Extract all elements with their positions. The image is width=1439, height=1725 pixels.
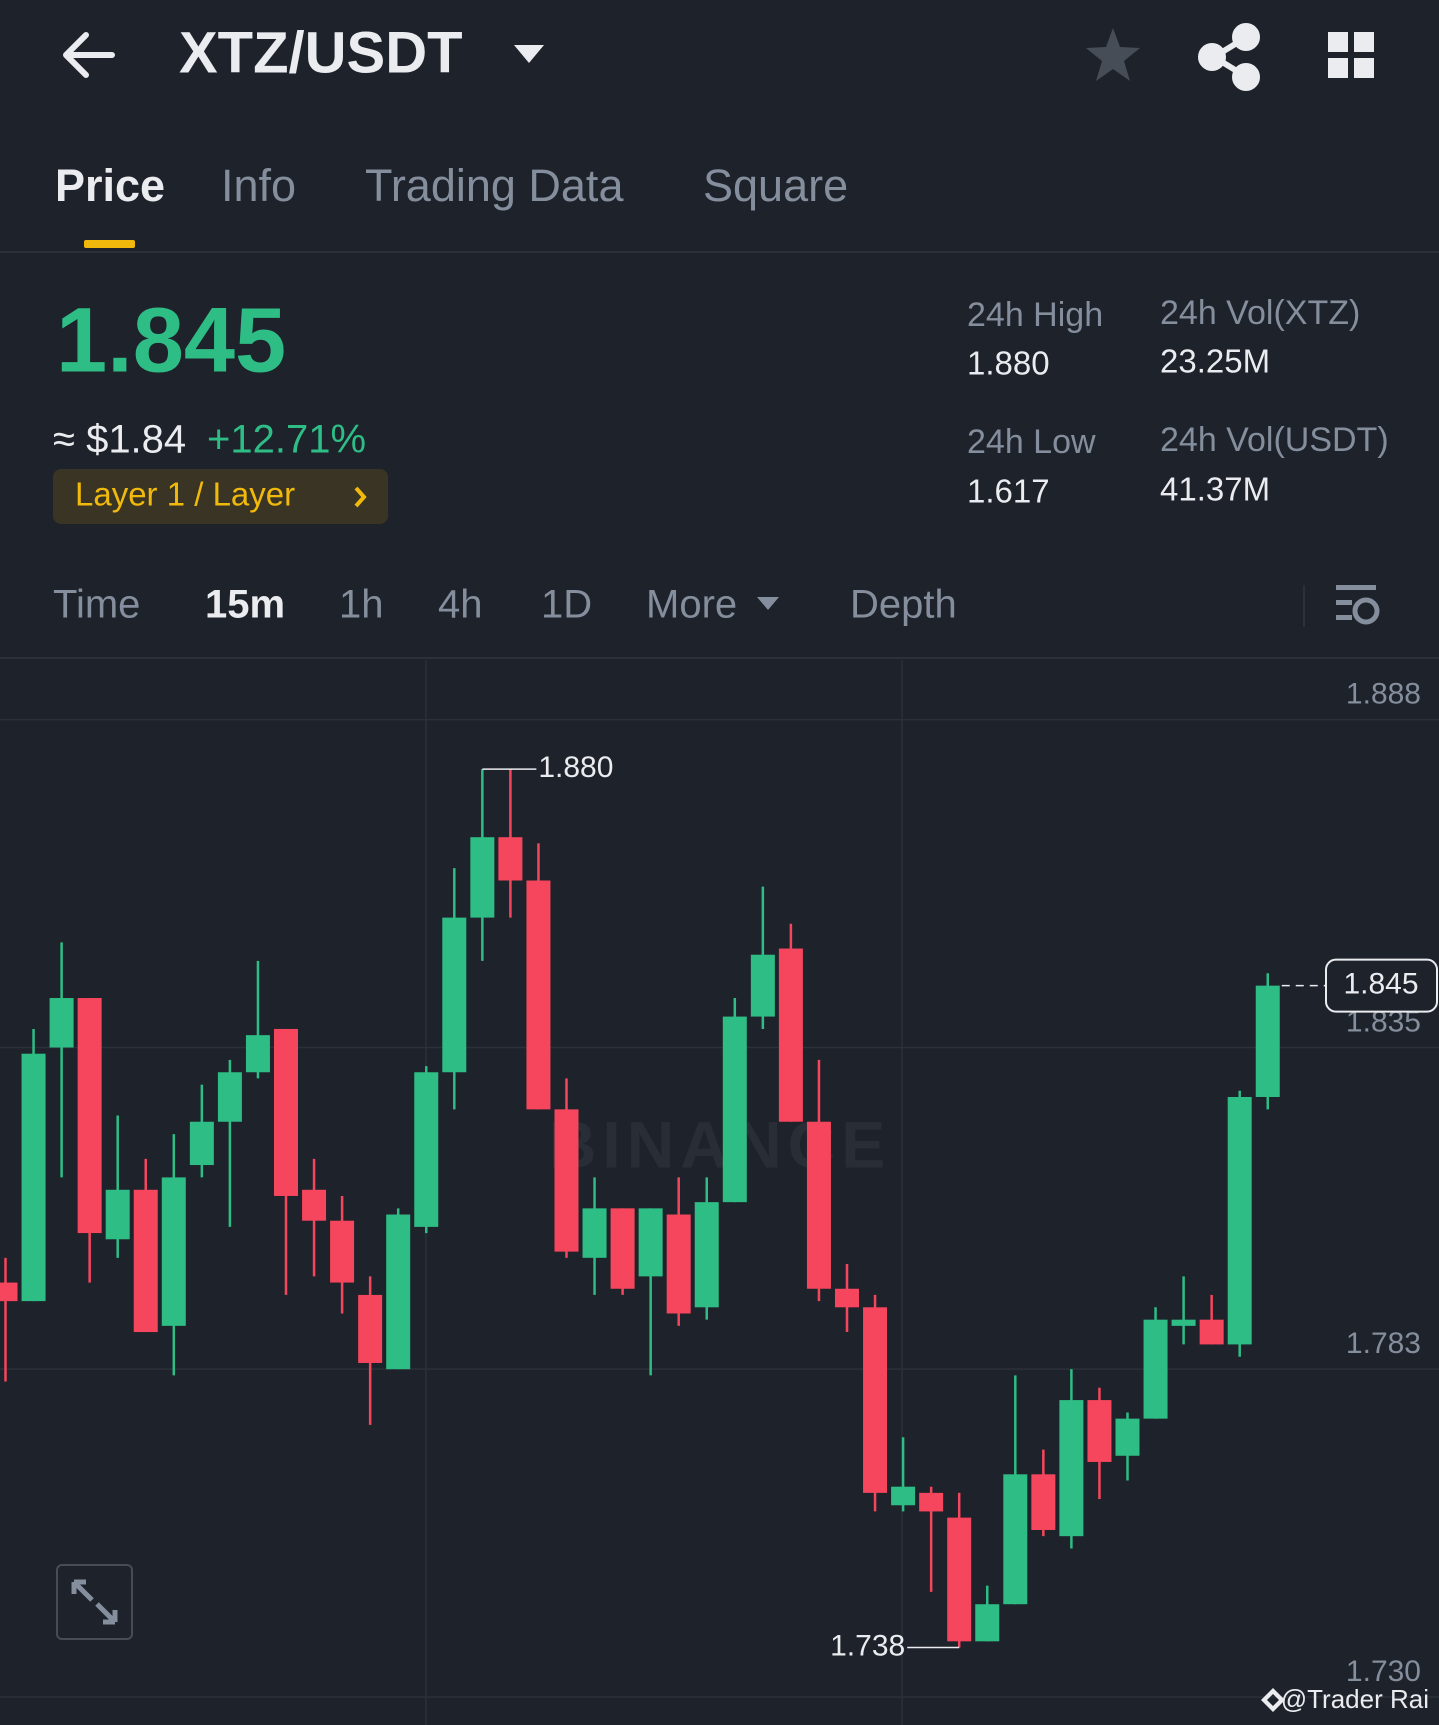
usd-price: ≈ $1.84 bbox=[53, 418, 186, 462]
candle-body bbox=[77, 998, 102, 1234]
candle-body bbox=[526, 880, 551, 1110]
candle-body bbox=[1171, 1319, 1196, 1326]
candle-body bbox=[1199, 1319, 1224, 1345]
grid-menu-icon[interactable] bbox=[1328, 32, 1374, 78]
y-tick-label: 1.730 bbox=[1346, 1655, 1421, 1688]
candle-body bbox=[1143, 1319, 1168, 1419]
candle-body bbox=[835, 1288, 859, 1308]
candlestick-chart: BINANCE 1.8881.8351.7831.7301.8801.7381.… bbox=[0, 660, 1439, 1725]
stat-value: 1.617 bbox=[967, 473, 1050, 510]
pair-title[interactable]: XTZ/USDT bbox=[179, 20, 463, 85]
max-marker-label: 1.880 bbox=[538, 751, 613, 784]
candle-body bbox=[778, 948, 803, 1122]
y-tick-label: 1.783 bbox=[1346, 1327, 1421, 1360]
last-price-label: 1.845 bbox=[1343, 968, 1418, 1001]
tag-label[interactable]: Layer 1 / Layer bbox=[75, 476, 295, 513]
stat-value: 1.880 bbox=[967, 345, 1050, 382]
divider bbox=[0, 251, 1439, 253]
interval[interactable]: 1h bbox=[339, 583, 384, 627]
candle-body bbox=[891, 1486, 916, 1506]
fullscreen-button[interactable] bbox=[56, 1564, 133, 1640]
candle-body bbox=[975, 1604, 1000, 1642]
more-dropdown[interactable] bbox=[757, 597, 779, 610]
stat-label: 24h Vol(USDT) bbox=[1160, 421, 1389, 459]
interval[interactable]: Time bbox=[53, 583, 140, 627]
candle-body bbox=[386, 1214, 411, 1370]
stat-label: 24h High bbox=[967, 296, 1103, 334]
interval[interactable]: More bbox=[646, 583, 737, 627]
interval[interactable]: 15m bbox=[205, 583, 285, 627]
tag-chevron bbox=[354, 486, 367, 508]
candle-body bbox=[1115, 1418, 1140, 1456]
tab[interactable]: Info bbox=[221, 160, 296, 211]
credit-logo bbox=[1261, 1688, 1285, 1712]
candle-body bbox=[414, 1072, 439, 1227]
min-marker-label: 1.738 bbox=[830, 1629, 905, 1662]
candle-body bbox=[274, 1028, 298, 1196]
candle-body bbox=[863, 1307, 888, 1493]
divider bbox=[0, 657, 1439, 659]
interval[interactable]: 1D bbox=[541, 583, 592, 627]
candle-body bbox=[750, 954, 775, 1017]
stat-label: 24h Vol(XTZ) bbox=[1160, 294, 1360, 332]
candle-body bbox=[1059, 1400, 1084, 1537]
divider bbox=[1303, 585, 1305, 627]
candle-body bbox=[554, 1109, 579, 1252]
candle-body bbox=[442, 917, 467, 1073]
candle-body bbox=[49, 998, 74, 1048]
pair-dropdown[interactable] bbox=[514, 45, 544, 63]
candle-body bbox=[582, 1208, 607, 1258]
candle-body bbox=[470, 837, 495, 918]
candle-body bbox=[1087, 1400, 1112, 1462]
credit: @Trader Rai bbox=[1281, 1684, 1429, 1714]
stat-value: 41.37M bbox=[1160, 471, 1270, 508]
candle-body bbox=[919, 1492, 944, 1512]
candle-body bbox=[245, 1035, 270, 1073]
tag-chip[interactable] bbox=[53, 469, 388, 524]
candle-body bbox=[806, 1121, 831, 1289]
y-tick-label: 1.888 bbox=[1346, 678, 1421, 711]
candle-body bbox=[189, 1121, 214, 1166]
interval[interactable]: Depth bbox=[850, 583, 957, 627]
stat-value: 23.25M bbox=[1160, 343, 1270, 380]
candle-body bbox=[21, 1053, 46, 1302]
candle-body bbox=[358, 1294, 383, 1363]
last-price-box bbox=[1325, 958, 1438, 1013]
watermark: BINANCE bbox=[549, 1107, 892, 1181]
candle-body bbox=[0, 1282, 18, 1302]
candle-body bbox=[638, 1208, 663, 1277]
back-button[interactable] bbox=[63, 32, 115, 78]
price-change: +12.71% bbox=[207, 418, 366, 462]
candle-body bbox=[217, 1072, 242, 1122]
tab[interactable]: Square bbox=[703, 160, 848, 211]
candle-body bbox=[694, 1202, 719, 1308]
last-price: 1.845 bbox=[56, 289, 286, 391]
candle-body bbox=[1003, 1474, 1028, 1605]
stat-label: 24h Low bbox=[967, 423, 1096, 461]
favorite-icon[interactable] bbox=[1086, 28, 1140, 81]
candle-body bbox=[666, 1214, 691, 1314]
candle-body bbox=[1031, 1474, 1056, 1530]
candle-body bbox=[947, 1517, 972, 1642]
candle-body bbox=[161, 1177, 186, 1326]
candle-body bbox=[330, 1220, 355, 1283]
candle-body bbox=[722, 1016, 747, 1203]
candle-body bbox=[105, 1189, 130, 1240]
tab[interactable]: Price bbox=[55, 160, 165, 211]
interval[interactable]: 4h bbox=[438, 583, 483, 627]
candle-body bbox=[1255, 985, 1280, 1097]
share-icon[interactable] bbox=[1198, 23, 1260, 91]
chart-settings-icon[interactable] bbox=[1336, 585, 1380, 625]
candle-body bbox=[133, 1189, 158, 1333]
tab[interactable]: Trading Data bbox=[365, 160, 624, 211]
candle-body bbox=[610, 1208, 635, 1289]
candle-body bbox=[1227, 1096, 1252, 1345]
tab-underline bbox=[84, 240, 135, 248]
candle-body bbox=[498, 837, 523, 881]
candle-body bbox=[302, 1189, 327, 1221]
